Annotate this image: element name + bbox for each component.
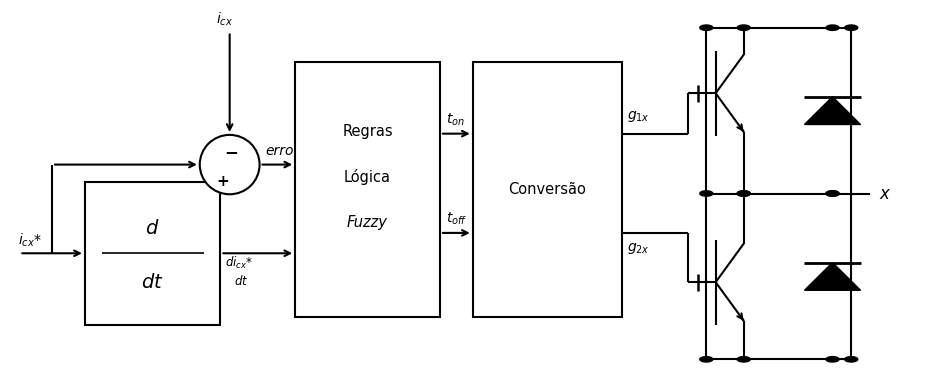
Text: −: − bbox=[225, 143, 239, 161]
Polygon shape bbox=[804, 97, 860, 125]
Text: Fuzzy: Fuzzy bbox=[347, 215, 388, 230]
Text: +: + bbox=[217, 175, 229, 189]
Circle shape bbox=[826, 191, 839, 196]
Circle shape bbox=[826, 356, 839, 362]
Bar bbox=[295, 62, 440, 317]
Text: $t_{off}$: $t_{off}$ bbox=[446, 211, 467, 227]
Circle shape bbox=[844, 356, 857, 362]
Bar bbox=[473, 62, 622, 317]
Circle shape bbox=[826, 25, 839, 31]
Text: Lógica: Lógica bbox=[344, 169, 391, 185]
Text: $dt$: $dt$ bbox=[141, 273, 164, 292]
Text: $g_{1x}$: $g_{1x}$ bbox=[627, 109, 650, 124]
Text: $di_{cx}$*: $di_{cx}$* bbox=[225, 255, 253, 271]
Text: $i_{cx}$*: $i_{cx}$* bbox=[18, 232, 41, 249]
Circle shape bbox=[844, 25, 857, 31]
Text: Conversão: Conversão bbox=[508, 182, 586, 197]
Circle shape bbox=[738, 25, 751, 31]
Ellipse shape bbox=[199, 135, 259, 194]
Circle shape bbox=[700, 191, 713, 196]
Text: Regras: Regras bbox=[343, 123, 393, 139]
Text: $dt$: $dt$ bbox=[234, 274, 248, 288]
Text: $x$: $x$ bbox=[879, 185, 892, 202]
Circle shape bbox=[700, 356, 713, 362]
Circle shape bbox=[738, 356, 751, 362]
Text: $g_{2x}$: $g_{2x}$ bbox=[627, 241, 650, 256]
Circle shape bbox=[738, 191, 751, 196]
Text: $i_{cx}$: $i_{cx}$ bbox=[216, 10, 233, 28]
Circle shape bbox=[700, 25, 713, 31]
Text: $d$: $d$ bbox=[145, 219, 160, 238]
Text: $t_{on}$: $t_{on}$ bbox=[446, 111, 464, 128]
Polygon shape bbox=[804, 262, 860, 290]
Circle shape bbox=[738, 191, 751, 196]
Circle shape bbox=[826, 191, 839, 196]
Text: erro: erro bbox=[265, 144, 294, 158]
Bar bbox=[85, 182, 220, 325]
